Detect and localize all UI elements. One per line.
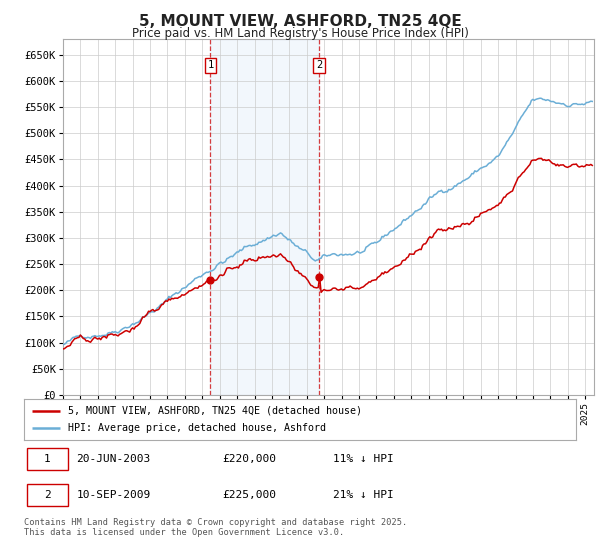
FancyBboxPatch shape (27, 448, 68, 470)
Text: 10-SEP-2009: 10-SEP-2009 (76, 490, 151, 500)
Text: £225,000: £225,000 (223, 490, 277, 500)
Text: Price paid vs. HM Land Registry's House Price Index (HPI): Price paid vs. HM Land Registry's House … (131, 27, 469, 40)
Text: 1: 1 (44, 454, 51, 464)
Text: £220,000: £220,000 (223, 454, 277, 464)
Text: 2: 2 (44, 490, 51, 500)
Text: 5, MOUNT VIEW, ASHFORD, TN25 4QE: 5, MOUNT VIEW, ASHFORD, TN25 4QE (139, 14, 461, 29)
Bar (211, 39, 319, 395)
Text: 5, MOUNT VIEW, ASHFORD, TN25 4QE (detached house): 5, MOUNT VIEW, ASHFORD, TN25 4QE (detach… (68, 405, 362, 416)
FancyBboxPatch shape (27, 484, 68, 506)
Text: 11% ↓ HPI: 11% ↓ HPI (333, 454, 394, 464)
Text: Contains HM Land Registry data © Crown copyright and database right 2025.
This d: Contains HM Land Registry data © Crown c… (24, 518, 407, 538)
Text: HPI: Average price, detached house, Ashford: HPI: Average price, detached house, Ashf… (68, 423, 326, 433)
Text: 1: 1 (208, 60, 214, 71)
Text: 21% ↓ HPI: 21% ↓ HPI (333, 490, 394, 500)
Text: 2: 2 (316, 60, 322, 71)
Text: 20-JUN-2003: 20-JUN-2003 (76, 454, 151, 464)
